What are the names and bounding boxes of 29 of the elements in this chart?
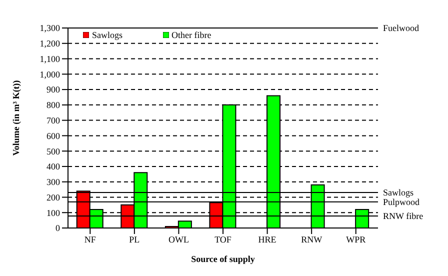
x-tick-label: WPR [346,234,366,244]
y-tick-label: 300 [46,177,60,188]
y-tick-label: 900 [46,84,60,95]
ref-line-label: RNW fibre [383,211,424,222]
y-tick-label: 1,300 [40,23,60,34]
y-tick-label: 200 [46,192,60,202]
y-axis-title: Volume (in m³ K(t)) [11,80,22,156]
y-tick-label: 1,200 [40,38,60,49]
x-tick-label: TOF [214,234,232,244]
legend-label: Other fibre [172,30,212,40]
ref-line-label: Sawlogs [383,188,414,198]
x-tick-label: NF [84,234,96,244]
ref-line-label: Pulpwood [383,197,420,208]
x-tick-label: HRE [258,234,277,244]
legend-label: Sawlogs [92,30,123,40]
ref-line-label: Fuelwood [383,23,420,34]
x-tick-label: RNW [301,234,323,244]
y-tick-label: 600 [46,130,60,141]
y-tick-label: 1,000 [40,69,60,80]
x-axis-title: Source of supply [191,254,256,264]
y-tick-label: 1,100 [40,54,60,64]
x-tick-label: OWL [168,234,189,244]
y-tick-label: 700 [46,116,60,126]
y-tick-label: 100 [46,208,60,218]
x-tick-label: PL [129,234,140,244]
y-tick-label: 500 [46,146,60,156]
y-tick-label: 400 [46,162,60,172]
y-tick-label: 800 [46,100,60,110]
y-tick-label: 0 [56,223,60,234]
